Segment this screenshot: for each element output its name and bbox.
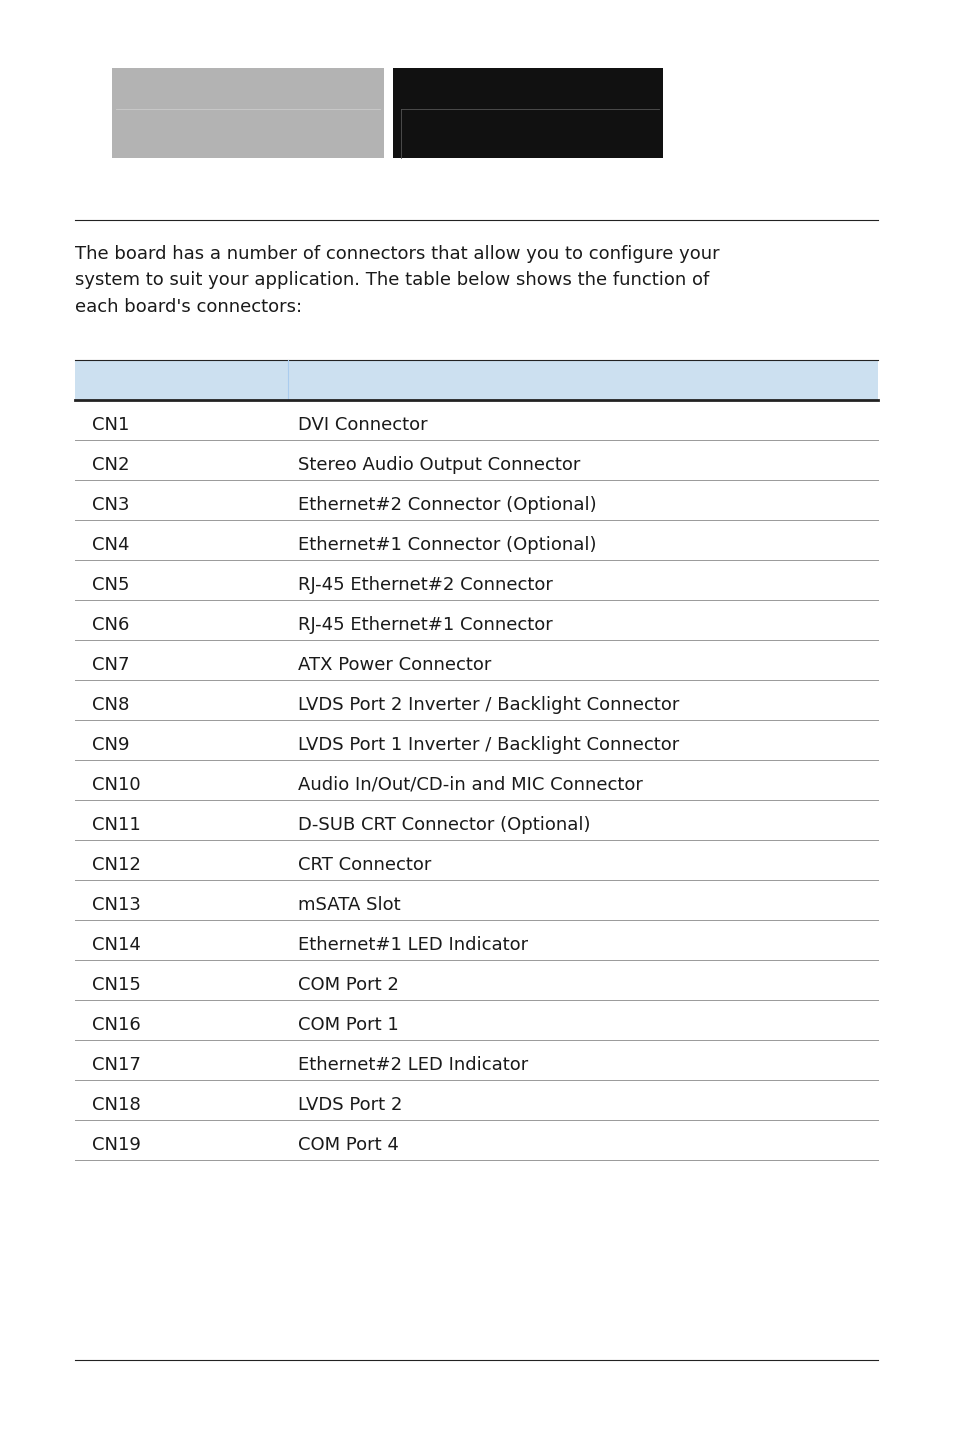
Text: Stereo Audio Output Connector: Stereo Audio Output Connector <box>297 456 579 473</box>
Text: ATX Power Connector: ATX Power Connector <box>297 655 491 674</box>
Text: Audio In/Out/CD-in and MIC Connector: Audio In/Out/CD-in and MIC Connector <box>297 776 642 794</box>
Text: COM Port 4: COM Port 4 <box>297 1136 398 1154</box>
Text: CN7: CN7 <box>91 655 130 674</box>
Text: CN13: CN13 <box>91 896 141 913</box>
Text: CN14: CN14 <box>91 936 141 954</box>
Text: Ethernet#1 Connector (Optional): Ethernet#1 Connector (Optional) <box>297 536 596 554</box>
Text: RJ-45 Ethernet#2 Connector: RJ-45 Ethernet#2 Connector <box>297 576 553 594</box>
Text: LVDS Port 2 Inverter / Backlight Connector: LVDS Port 2 Inverter / Backlight Connect… <box>297 695 679 714</box>
Text: D-SUB CRT Connector (Optional): D-SUB CRT Connector (Optional) <box>297 816 590 833</box>
Text: LVDS Port 1 Inverter / Backlight Connector: LVDS Port 1 Inverter / Backlight Connect… <box>297 736 679 754</box>
Text: CN4: CN4 <box>91 536 130 554</box>
Bar <box>112 67 384 158</box>
Text: CN19: CN19 <box>91 1136 141 1154</box>
Text: DVI Connector: DVI Connector <box>297 416 427 435</box>
Text: COM Port 1: COM Port 1 <box>297 1015 398 1034</box>
Text: CN8: CN8 <box>91 695 130 714</box>
Text: The board has a number of connectors that allow you to configure your
system to : The board has a number of connectors tha… <box>75 245 719 315</box>
Text: CN12: CN12 <box>91 856 141 873</box>
Bar <box>393 67 662 158</box>
Text: CN6: CN6 <box>91 615 130 634</box>
Text: COM Port 2: COM Port 2 <box>297 975 398 994</box>
Text: CN2: CN2 <box>91 456 130 473</box>
Text: Ethernet#2 Connector (Optional): Ethernet#2 Connector (Optional) <box>297 496 596 513</box>
Text: CN3: CN3 <box>91 496 130 513</box>
Text: CN15: CN15 <box>91 975 141 994</box>
Text: LVDS Port 2: LVDS Port 2 <box>297 1096 402 1114</box>
Text: CN9: CN9 <box>91 736 130 754</box>
Text: RJ-45 Ethernet#1 Connector: RJ-45 Ethernet#1 Connector <box>297 615 552 634</box>
Text: CN16: CN16 <box>91 1015 141 1034</box>
Text: CN5: CN5 <box>91 576 130 594</box>
Text: Ethernet#1 LED Indicator: Ethernet#1 LED Indicator <box>297 936 528 954</box>
Text: mSATA Slot: mSATA Slot <box>297 896 400 913</box>
Text: CN11: CN11 <box>91 816 141 833</box>
Text: CN1: CN1 <box>91 416 130 435</box>
Bar <box>75 360 877 400</box>
Text: CRT Connector: CRT Connector <box>297 856 431 873</box>
Text: CN18: CN18 <box>91 1096 141 1114</box>
Text: Ethernet#2 LED Indicator: Ethernet#2 LED Indicator <box>297 1055 528 1074</box>
Text: CN10: CN10 <box>91 776 140 794</box>
Text: CN17: CN17 <box>91 1055 141 1074</box>
